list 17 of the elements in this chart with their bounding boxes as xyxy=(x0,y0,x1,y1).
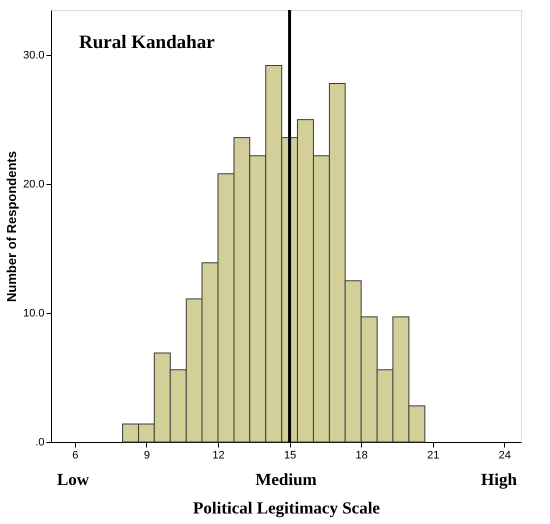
x-tick-label: 24 xyxy=(498,450,511,462)
y-tick-label: 20.0 xyxy=(23,178,44,191)
y-tick-label: 10.0 xyxy=(23,308,44,320)
x-tick-label: 6 xyxy=(72,450,78,462)
y-tick-label: .0 xyxy=(35,436,44,448)
x-tick-label: 15 xyxy=(284,450,296,462)
x-tick-label: 9 xyxy=(144,450,150,462)
y-tick-label: 30.0 xyxy=(23,50,44,62)
x-axis-title: Political Legitimacy Scale xyxy=(193,498,380,518)
text: Low xyxy=(56,470,90,489)
x-tick-label: 12 xyxy=(212,450,225,462)
x-tick-label: 18 xyxy=(356,450,368,462)
y-axis-title: Number of Respondents xyxy=(4,151,20,302)
text: Medium xyxy=(255,470,317,489)
text: High xyxy=(481,470,518,489)
text: Rural Kandahar xyxy=(79,32,216,53)
x-tick-label: 21 xyxy=(427,450,440,462)
